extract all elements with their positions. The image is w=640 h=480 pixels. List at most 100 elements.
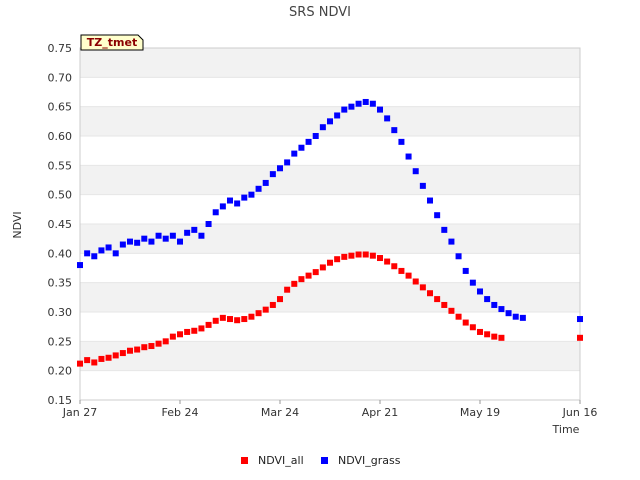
data-point bbox=[412, 168, 419, 175]
data-point bbox=[362, 251, 369, 258]
data-point bbox=[191, 226, 198, 233]
y-tick-label: 0.75 bbox=[48, 42, 73, 55]
y-tick-label: 0.60 bbox=[48, 130, 73, 143]
data-point bbox=[391, 263, 398, 270]
data-point bbox=[505, 310, 512, 317]
data-point bbox=[434, 296, 441, 303]
data-point bbox=[384, 258, 391, 265]
y-tick-label: 0.50 bbox=[48, 189, 73, 202]
data-point bbox=[355, 251, 362, 258]
data-point bbox=[334, 256, 341, 263]
data-point bbox=[84, 250, 91, 257]
series-ndvi-grass bbox=[77, 98, 583, 323]
chart-title: SRS NDVI bbox=[289, 5, 351, 20]
x-tick-label: Jun 16 bbox=[562, 406, 598, 419]
x-tick-label: Apr 21 bbox=[362, 406, 399, 419]
data-point bbox=[127, 347, 133, 354]
grid-band bbox=[80, 224, 580, 254]
data-point bbox=[577, 334, 583, 341]
legend-label-ndvi-grass: NDVI_grass bbox=[338, 454, 401, 467]
data-point bbox=[319, 264, 326, 271]
data-point bbox=[234, 317, 241, 324]
y-axis-label: NDVI bbox=[11, 211, 24, 238]
data-point bbox=[305, 138, 312, 145]
data-point bbox=[169, 232, 176, 239]
data-point bbox=[277, 296, 283, 303]
y-tick-label: 0.20 bbox=[48, 365, 73, 378]
data-point bbox=[198, 232, 205, 239]
data-point bbox=[227, 316, 233, 323]
data-point bbox=[205, 321, 212, 328]
data-point bbox=[148, 343, 155, 350]
data-point bbox=[419, 182, 426, 189]
data-point bbox=[441, 301, 448, 308]
data-point bbox=[98, 355, 105, 362]
y-tick-label: 0.55 bbox=[48, 159, 73, 172]
data-point bbox=[248, 313, 255, 320]
data-point bbox=[312, 133, 319, 139]
data-point bbox=[269, 301, 276, 308]
data-point bbox=[284, 286, 291, 293]
x-tick-label: Jan 27 bbox=[62, 406, 97, 419]
data-point bbox=[248, 191, 255, 198]
data-point bbox=[455, 313, 462, 320]
data-point bbox=[398, 138, 405, 145]
data-point bbox=[484, 331, 491, 338]
badge-label: TZ_tmet bbox=[87, 36, 137, 49]
y-tick-label: 0.70 bbox=[48, 71, 73, 84]
data-point bbox=[312, 269, 319, 276]
data-point bbox=[405, 272, 412, 279]
data-point bbox=[291, 150, 298, 157]
grid-band bbox=[80, 341, 580, 371]
data-point bbox=[327, 118, 333, 125]
data-point bbox=[427, 290, 433, 297]
data-point bbox=[341, 253, 348, 260]
data-point bbox=[577, 316, 583, 323]
data-point bbox=[169, 333, 176, 340]
data-point bbox=[477, 328, 483, 335]
data-point bbox=[462, 267, 469, 274]
grid-band bbox=[80, 48, 580, 78]
data-point bbox=[512, 313, 519, 320]
data-point bbox=[405, 153, 412, 160]
data-point bbox=[491, 301, 498, 308]
data-point bbox=[112, 352, 119, 359]
data-point bbox=[355, 100, 362, 107]
data-point bbox=[105, 244, 112, 251]
data-point bbox=[241, 194, 248, 201]
y-tick-label: 0.30 bbox=[48, 306, 73, 319]
data-point bbox=[234, 200, 241, 207]
data-point bbox=[198, 325, 205, 332]
data-point bbox=[348, 252, 355, 259]
data-point bbox=[91, 253, 98, 260]
data-point bbox=[341, 106, 348, 113]
data-point bbox=[219, 203, 226, 210]
data-point bbox=[134, 346, 141, 353]
y-tick-label: 0.65 bbox=[48, 101, 73, 114]
data-point bbox=[269, 171, 276, 178]
data-point bbox=[205, 221, 212, 227]
data-point bbox=[334, 112, 341, 119]
data-point bbox=[262, 306, 269, 313]
data-point bbox=[184, 229, 191, 236]
data-point bbox=[162, 338, 169, 345]
grid-band bbox=[80, 165, 580, 195]
y-tick-label: 0.35 bbox=[48, 277, 73, 290]
data-point bbox=[298, 144, 305, 151]
data-point bbox=[162, 235, 169, 242]
data-point bbox=[427, 197, 433, 204]
tz-badge: TZ_tmet bbox=[80, 34, 144, 51]
data-point bbox=[377, 106, 383, 113]
data-point bbox=[441, 226, 448, 233]
data-point bbox=[305, 272, 312, 279]
data-point bbox=[348, 103, 355, 110]
data-point bbox=[219, 314, 226, 321]
y-tick-label: 0.15 bbox=[48, 394, 73, 407]
data-point bbox=[391, 127, 398, 134]
x-axis-label: Time bbox=[552, 423, 580, 436]
data-point bbox=[484, 296, 491, 303]
data-point bbox=[141, 235, 148, 242]
data-point bbox=[177, 331, 183, 338]
plot-area bbox=[79, 47, 581, 401]
